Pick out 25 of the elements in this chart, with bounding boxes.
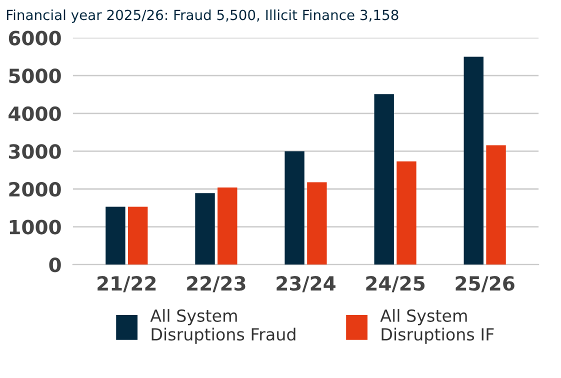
bar (486, 145, 506, 265)
x-tick-label: 24/25 (366, 276, 425, 292)
y-tick-label: 2000 (9, 182, 61, 197)
bar (128, 206, 148, 265)
y-tick-label: 5000 (9, 68, 61, 84)
bar (464, 56, 484, 265)
y-tick-label: 1000 (10, 220, 61, 234)
bar (218, 187, 238, 265)
y-tick-label: 4000 (8, 106, 61, 122)
legend-label: All System Disruptions IF (380, 309, 494, 344)
legend-label: All System Disruptions Fraud (150, 309, 296, 344)
x-tick-label: 23/24 (276, 276, 336, 292)
x-tick-label: 22/23 (187, 276, 246, 292)
bar (374, 94, 394, 265)
bar (396, 161, 416, 265)
bar (195, 193, 215, 265)
chart-title: Financial year 2025/26: Fraud 5,500, Illicit Finance 3,158 (6, 9, 398, 23)
x-tick-label: 25/26 (456, 276, 514, 292)
y-tick-label: 3000 (9, 144, 61, 159)
x-tick-label: 21/22 (98, 276, 156, 292)
bar (307, 182, 327, 265)
bar (106, 206, 126, 265)
bar (284, 151, 304, 265)
y-tick-label: 6000 (8, 30, 61, 46)
y-tick-label: 0 (49, 258, 61, 272)
